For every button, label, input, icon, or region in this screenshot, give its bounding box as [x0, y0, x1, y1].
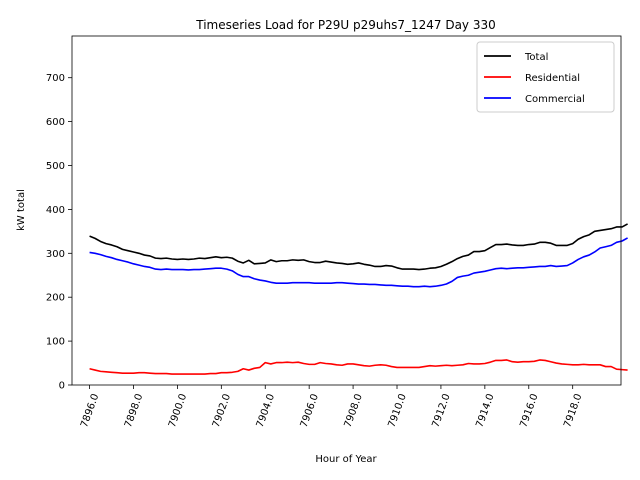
y-tick-label: 100 [46, 337, 65, 348]
legend-label-commercial: Commercial [525, 94, 585, 105]
y-axis-label: kW total [16, 189, 27, 231]
y-tick-label: 600 [46, 117, 65, 128]
series-line-residential [89, 359, 628, 375]
chart-title: Timeseries Load for P29U p29uhs7_1247 Da… [195, 18, 496, 32]
y-tick-label: 500 [46, 161, 65, 172]
y-tick-label: 200 [46, 293, 65, 304]
legend: Total Residential Commercial [476, 41, 615, 113]
legend-box [476, 41, 615, 113]
y-tick-label: 400 [46, 205, 65, 216]
y-tick-label: 0 [59, 381, 65, 392]
x-axis-label: Hour of Year [315, 454, 377, 465]
legend-entries: Total Residential Commercial [484, 52, 585, 105]
series-layer [89, 223, 628, 375]
plot-frame [71, 35, 622, 386]
legend-label-total: Total [524, 52, 548, 63]
y-tick-label: 300 [46, 249, 65, 260]
series-line-commercial [89, 237, 628, 288]
y-axis-ticks: 0 100 200 300 400 500 600 700 [46, 73, 72, 392]
legend-label-residential: Residential [525, 73, 580, 84]
y-tick-label: 700 [46, 73, 65, 84]
series-line-total [89, 223, 628, 271]
